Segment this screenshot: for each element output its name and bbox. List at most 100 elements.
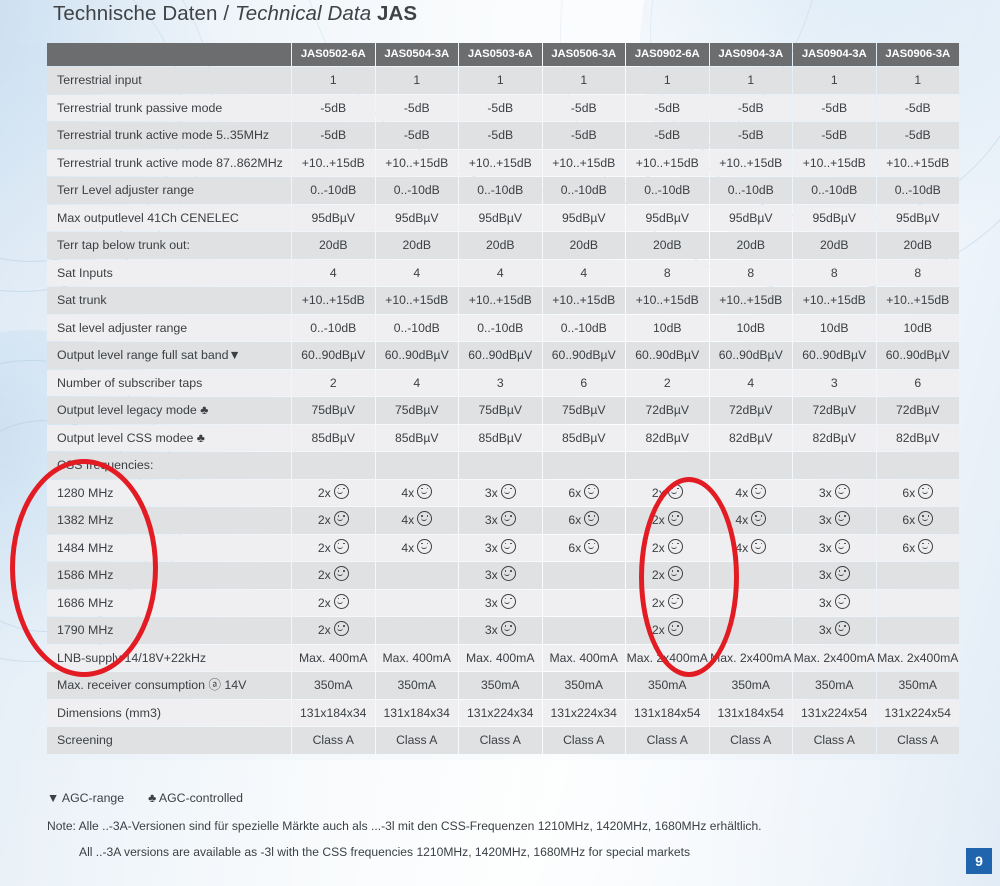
smiley-icon	[333, 511, 349, 526]
table-cell: -5dB	[709, 94, 792, 121]
table-cell: +10..+15dB	[459, 149, 542, 176]
table-cell: 131x224x34	[542, 699, 625, 726]
table-cell: 4x	[375, 507, 458, 534]
tap-count: 6x	[902, 540, 916, 555]
table-cell: 95dBµV	[709, 204, 792, 231]
table-cell: 95dBµV	[542, 204, 625, 231]
table-cell: 72dBµV	[793, 397, 876, 424]
table-cell: -5dB	[542, 94, 625, 121]
table-row: CSS frequencies:	[47, 452, 959, 479]
tap-count: 4x	[735, 485, 749, 500]
table-cell: -5dB	[709, 122, 792, 149]
table-cell: 0..-10dB	[709, 177, 792, 204]
table-row: 1790 MHz 2x 3x 2x 3x	[47, 617, 959, 644]
table-cell: 2x	[626, 479, 709, 506]
table-cell: 3	[459, 369, 542, 396]
table-cell: 60..90dBµV	[292, 342, 375, 369]
table-row: Terrestrial input 1 1 1 1 1 1 1 1	[47, 67, 959, 94]
smiley-icon	[333, 566, 349, 581]
table-cell: +10..+15dB	[626, 149, 709, 176]
table-cell: 2x	[626, 534, 709, 561]
table-cell: Class A	[876, 727, 959, 754]
table-cell: -5dB	[542, 122, 625, 149]
column-header-jas0902-6a: JAS0902-6A	[626, 43, 709, 66]
table-cell: +10..+15dB	[876, 149, 959, 176]
row-label: CSS frequencies:	[47, 452, 291, 479]
table-row: 1586 MHz 2x 3x 2x 3x	[47, 562, 959, 589]
technical-data-table: JAS0502-6A JAS0504-3A JAS0503-6A JAS0506-3A…	[46, 42, 960, 755]
table-row: Number of subscriber taps 2 4 3 6 2 4 3 6	[47, 369, 959, 396]
table-cell: 20dB	[542, 232, 625, 259]
table-cell: -5dB	[626, 122, 709, 149]
table-cell: 1	[876, 67, 959, 94]
table-cell: 131x184x54	[709, 699, 792, 726]
smiley-icon	[333, 593, 349, 609]
table-cell: 2x	[292, 479, 375, 506]
table-cell: 131x184x34	[375, 699, 458, 726]
smiley-icon	[333, 621, 349, 636]
column-header-spec	[47, 43, 291, 66]
table-cell	[709, 589, 792, 616]
table-cell: 85dBµV	[375, 424, 458, 451]
table-cell: 10dB	[793, 314, 876, 341]
table-cell: +10..+15dB	[876, 287, 959, 314]
table-cell: 82dBµV	[709, 424, 792, 451]
tap-count: 4x	[735, 513, 749, 527]
tap-count: 2x	[651, 540, 665, 555]
smiley-icon	[333, 483, 349, 499]
table-cell	[709, 452, 792, 479]
footnote-note-english: All ..-3A versions are available as -3l …	[79, 845, 691, 859]
row-label: Output level range full sat band▼	[47, 342, 291, 369]
table-cell: 95dBµV	[375, 204, 458, 231]
row-label: 1686 MHz	[47, 589, 291, 616]
table-cell: 3x	[459, 479, 542, 506]
smiley-icon	[834, 483, 850, 499]
tap-count: 6x	[568, 540, 582, 555]
table-header: JAS0502-6A JAS0504-3A JAS0503-6A JAS0506-3A…	[47, 43, 959, 66]
smiley-icon	[751, 511, 767, 526]
column-header-jas0904-3a: JAS0904-3A	[709, 43, 792, 66]
table-cell: 6x	[542, 479, 625, 506]
table-cell: Class A	[709, 727, 792, 754]
table-cell: 95dBµV	[876, 204, 959, 231]
table-row: Terr Level adjuster range 0..-10dB 0..-10d…	[47, 177, 959, 204]
table-cell: 1	[626, 67, 709, 94]
tap-count: 6x	[902, 485, 916, 500]
table-cell: 95dBµV	[292, 204, 375, 231]
table-cell: 3x	[793, 507, 876, 534]
table-cell	[375, 452, 458, 479]
table-cell	[876, 452, 959, 479]
smiley-icon	[667, 511, 683, 526]
table-cell: +10..+15dB	[542, 287, 625, 314]
table-row: Dimensions (mm3) 131x184x34 131x184x34 131x…	[47, 699, 959, 726]
smiley-icon	[500, 511, 516, 526]
table-cell: 3x	[459, 617, 542, 644]
tap-count: 3x	[818, 485, 832, 500]
tap-count: 2x	[651, 485, 665, 500]
table-cell: 75dBµV	[292, 397, 375, 424]
page-title-product: JAS	[377, 2, 418, 25]
table-cell	[542, 617, 625, 644]
row-label: Dimensions (mm3)	[47, 699, 291, 726]
smiley-icon	[918, 483, 934, 499]
table-cell: 3x	[459, 534, 542, 561]
table-cell: 10dB	[626, 314, 709, 341]
smiley-icon	[667, 483, 683, 499]
table-cell: 95dBµV	[459, 204, 542, 231]
row-label: LNB-supply 14/18V+22kHz	[47, 644, 291, 671]
table-cell: 85dBµV	[459, 424, 542, 451]
table-cell: -5dB	[626, 94, 709, 121]
table-cell	[459, 452, 542, 479]
tap-count: 2x	[317, 568, 331, 582]
table-cell: Max. 400mA	[292, 644, 375, 671]
table-cell: 20dB	[793, 232, 876, 259]
table-cell: 0..-10dB	[626, 177, 709, 204]
column-header-jas0506-3a: JAS0506-3A	[542, 43, 625, 66]
row-label: Terr Level adjuster range	[47, 177, 291, 204]
table-cell: -5dB	[375, 122, 458, 149]
table-cell: +10..+15dB	[709, 287, 792, 314]
table-header-row: JAS0502-6A JAS0504-3A JAS0503-6A JAS0506-3A…	[47, 43, 959, 66]
table-cell: 3x	[459, 507, 542, 534]
smiley-icon	[333, 538, 349, 554]
table-cell: -5dB	[793, 94, 876, 121]
